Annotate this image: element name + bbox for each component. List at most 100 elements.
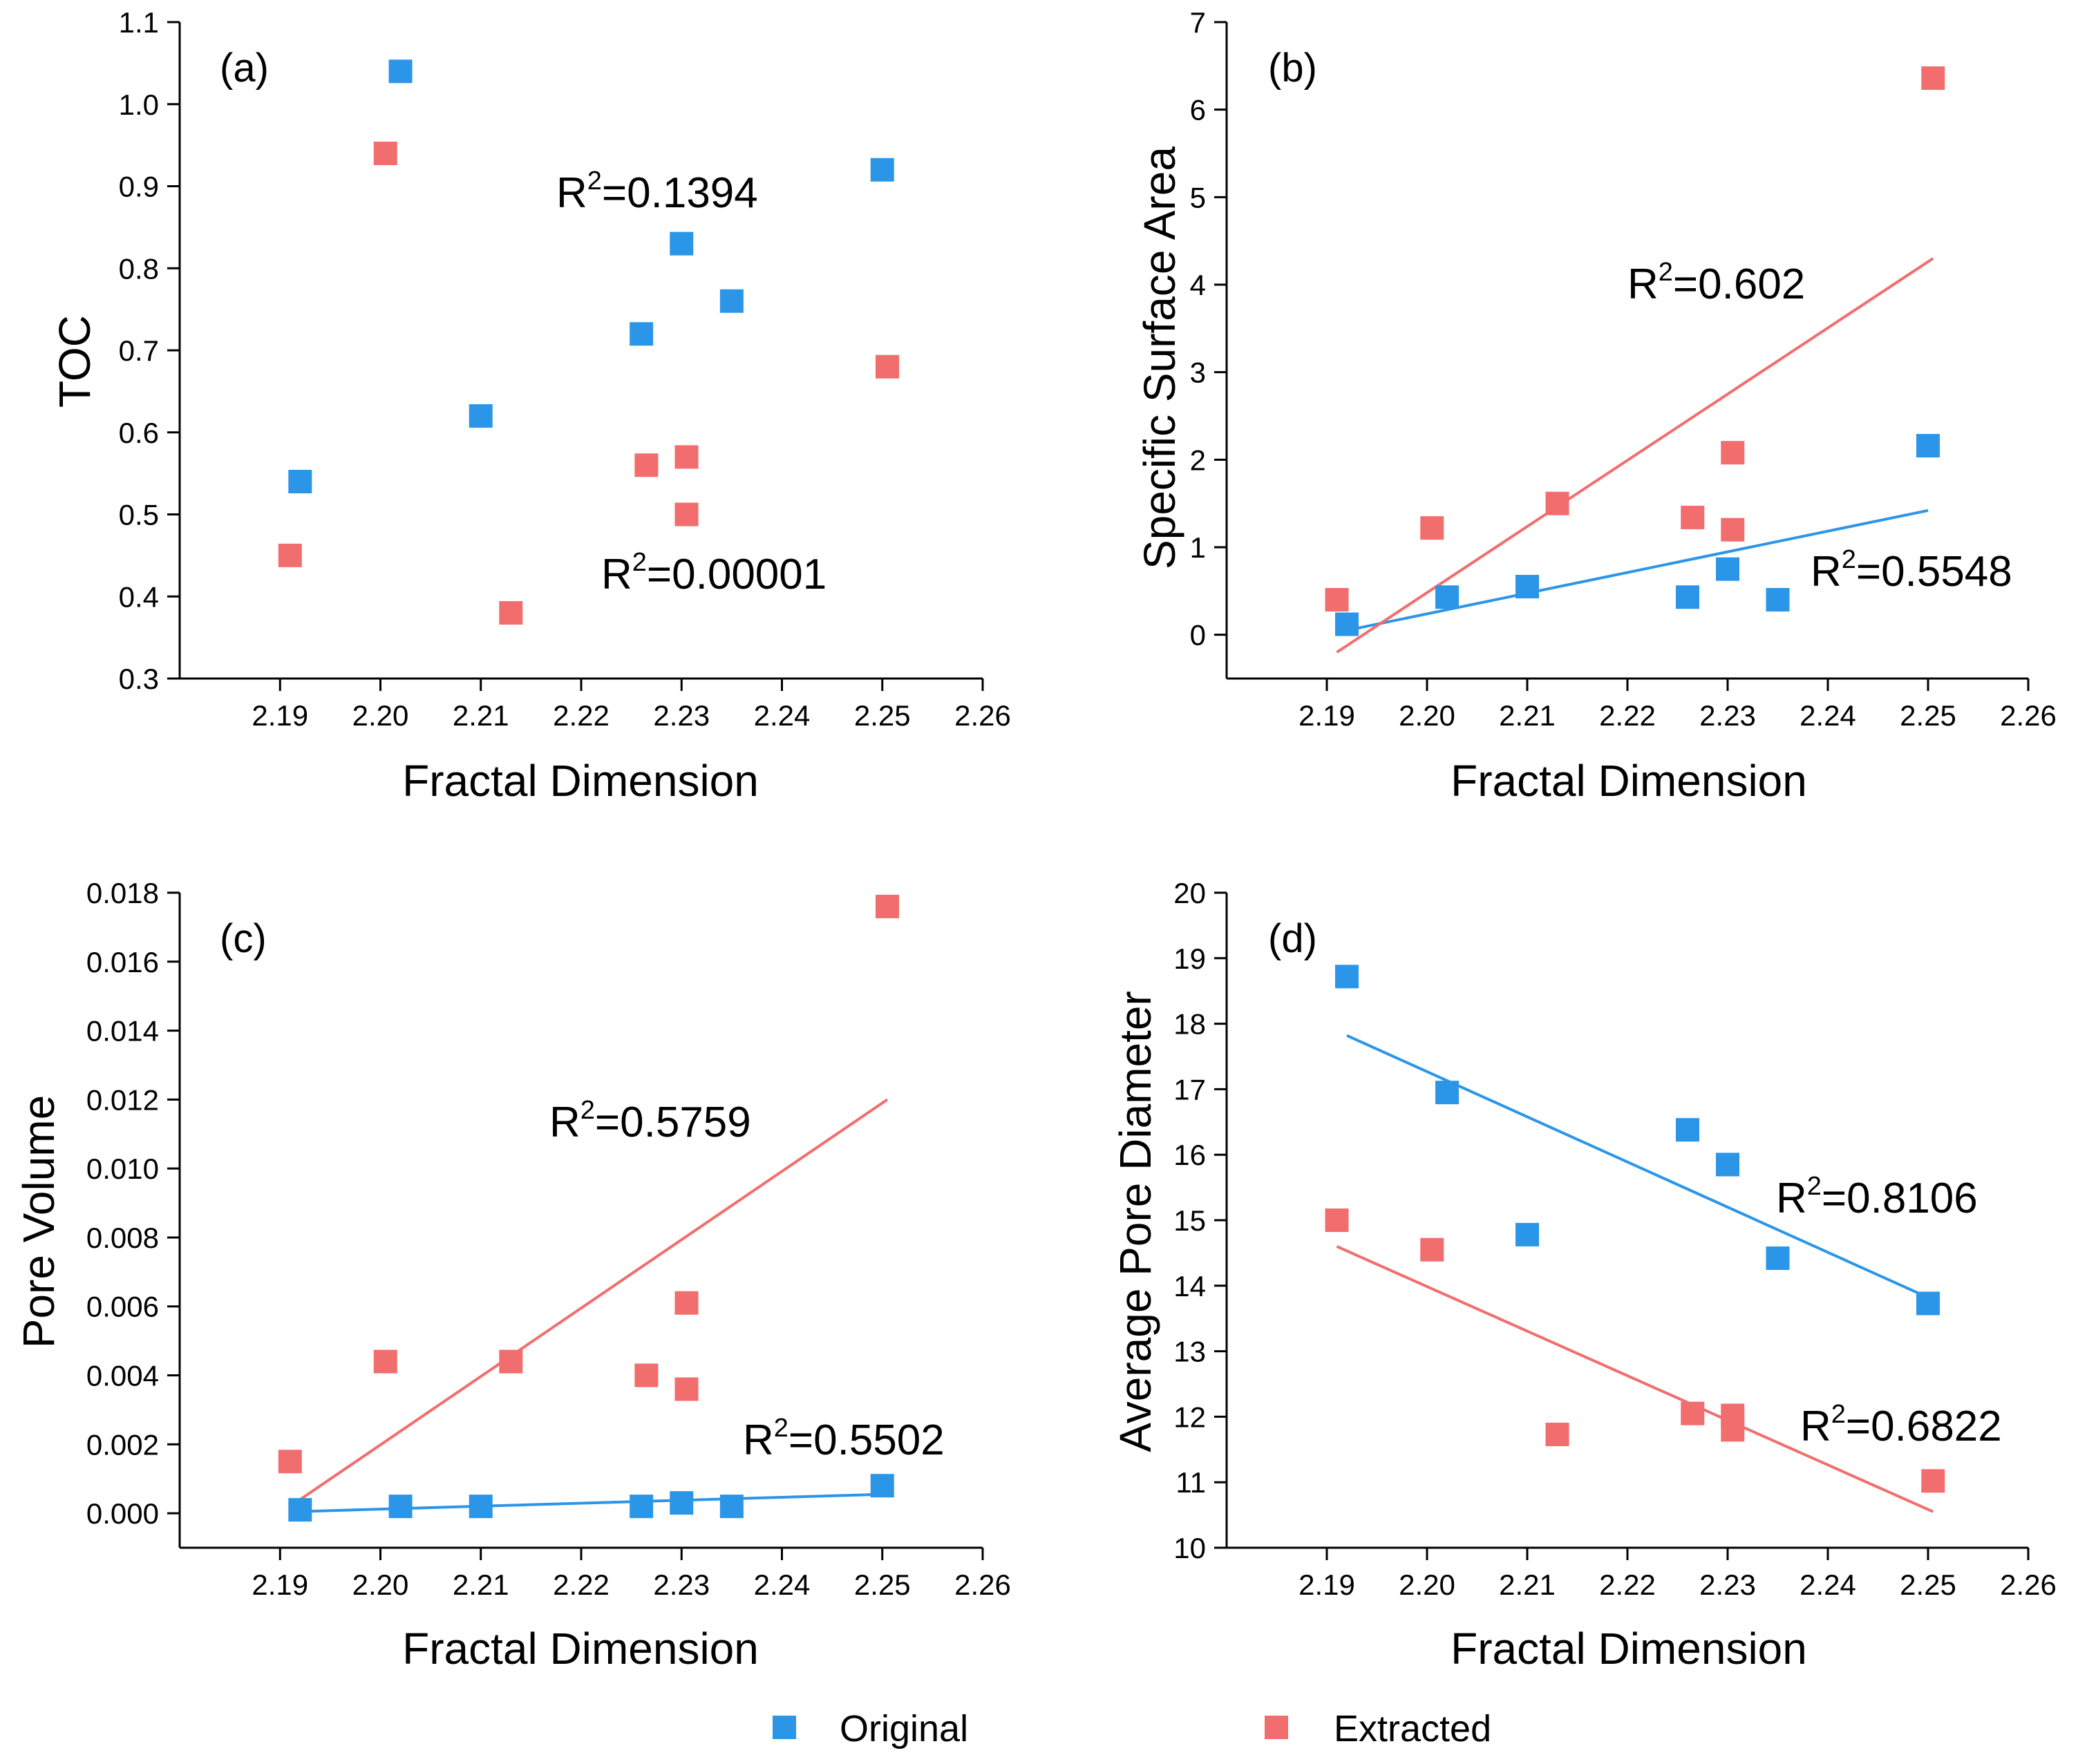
data-point-extracted xyxy=(1921,1469,1945,1493)
x-tick-label: 2.22 xyxy=(553,1568,610,1601)
r2-symbol: R xyxy=(1627,260,1659,308)
panel-a-label: (a) xyxy=(220,46,269,91)
data-point-original xyxy=(630,1495,654,1519)
data-point-extracted xyxy=(1545,1422,1569,1446)
panel-d-label: (d) xyxy=(1268,916,1317,961)
r2-symbol: R xyxy=(1800,1403,1831,1450)
data-point-extracted xyxy=(1325,588,1349,611)
y-tick-label: 17 xyxy=(1173,1073,1206,1106)
data-point-extracted xyxy=(1545,491,1569,515)
data-point-extracted xyxy=(634,1363,659,1387)
x-tick-label: 2.19 xyxy=(252,1568,308,1601)
panel-a: 2.19 2.20 2.21 2.22 2.23 2.24 2.25 2.26 0.3 0.4 0.… xyxy=(50,6,1011,806)
panel-b-r2-original: R2=0.5548 xyxy=(1811,545,2012,596)
x-tick-label: 2.24 xyxy=(1800,1568,1856,1601)
x-tick-label: 2.26 xyxy=(2000,1568,2057,1601)
r2-superscript: 2 xyxy=(580,1096,595,1125)
data-point-original xyxy=(870,1474,894,1498)
panel-a-r2-original: R2=0.1394 xyxy=(556,167,758,217)
x-tick-label: 2.26 xyxy=(2000,699,2057,732)
r2-symbol: R xyxy=(1811,548,1842,596)
fit-line-extracted xyxy=(289,1098,889,1508)
data-point-original xyxy=(1335,965,1359,989)
r2-superscript: 2 xyxy=(632,548,647,577)
y-tick-label: 0.8 xyxy=(119,252,159,285)
data-point-extracted xyxy=(674,1377,699,1401)
x-tick-label: 2.23 xyxy=(1699,699,1756,732)
panel-d: 2.19 2.20 2.21 2.22 2.23 2.24 2.25 2.26 10 11 12 13… xyxy=(1111,877,2057,1673)
r2-symbol: R xyxy=(549,1099,580,1146)
data-point-original xyxy=(1515,1222,1539,1246)
panel-b: 2.19 2.20 2.21 2.22 2.23 2.24 2.25 2.26 0 1 2 3 4 5 6 7… xyxy=(1135,6,2057,806)
x-tick-label: 2.19 xyxy=(1298,1568,1355,1601)
x-tick-label: 2.24 xyxy=(754,1568,811,1601)
data-point-original xyxy=(1716,1153,1739,1177)
data-point-original xyxy=(469,1495,493,1519)
data-point-extracted xyxy=(499,1349,523,1374)
y-tick-label: 0.014 xyxy=(86,1015,159,1047)
y-tick-label: 6 xyxy=(1190,94,1206,126)
panel-a-marks xyxy=(278,59,900,625)
y-tick-label: 14 xyxy=(1173,1270,1206,1302)
y-tick-label: 20 xyxy=(1173,877,1206,909)
panel-c-r2-extracted: R2=0.5759 xyxy=(549,1096,751,1146)
data-point-extracted xyxy=(876,354,900,379)
data-point-extracted xyxy=(674,502,699,527)
y-tick-label: 0.006 xyxy=(86,1291,159,1323)
data-point-original xyxy=(1766,1246,1790,1270)
panel-c: 2.19 2.20 2.21 2.22 2.23 2.24 2.25 2.26 0.000 0.0… xyxy=(14,877,1011,1673)
r2-value: =0.602 xyxy=(1673,260,1805,308)
x-tick-label: 2.23 xyxy=(653,1568,710,1601)
panel-b-r2-extracted: R2=0.602 xyxy=(1627,258,1805,308)
data-point-original xyxy=(388,1495,413,1519)
x-tick-label: 2.24 xyxy=(1800,699,1856,732)
x-tick-label: 2.20 xyxy=(352,699,409,732)
r2-superscript: 2 xyxy=(1842,545,1856,574)
x-tick-label: 2.21 xyxy=(453,699,509,732)
y-tick-label: 5 xyxy=(1190,181,1206,214)
panel-b-marks xyxy=(1325,66,1945,654)
y-tick-label: 3 xyxy=(1190,357,1206,389)
panel-b-label: (b) xyxy=(1268,46,1317,91)
y-tick-label: 0.5 xyxy=(119,499,159,531)
data-point-original xyxy=(1335,612,1359,636)
x-tick-label: 2.21 xyxy=(1499,1568,1556,1601)
data-point-original xyxy=(1716,557,1739,581)
x-tick-label: 2.23 xyxy=(1699,1568,1756,1601)
data-point-original xyxy=(1435,585,1459,609)
legend-label-extracted: Extracted xyxy=(1334,1708,1491,1749)
x-tick-label: 2.20 xyxy=(352,1568,409,1601)
y-tick-label: 0 xyxy=(1190,619,1206,652)
panel-c-marks xyxy=(278,894,900,1522)
y-tick-label: 0.9 xyxy=(119,171,159,203)
data-point-original xyxy=(1916,434,1940,458)
data-point-extracted xyxy=(1325,1208,1349,1232)
panel-c-label: (c) xyxy=(220,916,267,961)
x-tick-label: 2.25 xyxy=(1900,699,1956,732)
panel-a-axes: 2.19 2.20 2.21 2.22 2.23 2.24 2.25 2.26 0.3 0.4 0.… xyxy=(119,6,1011,732)
x-tick-label: 2.22 xyxy=(1599,699,1656,732)
data-point-original xyxy=(388,59,413,84)
y-tick-label: 10 xyxy=(1173,1532,1206,1564)
x-tick-label: 2.20 xyxy=(1399,1568,1455,1601)
data-point-extracted xyxy=(373,142,397,165)
y-tick-label: 0.010 xyxy=(86,1153,159,1185)
panel-c-xlabel: Fractal Dimension xyxy=(402,1624,759,1673)
panel-d-ylabel: Average Pore Diameter xyxy=(1111,991,1160,1452)
data-point-extracted xyxy=(634,453,659,477)
r2-superscript: 2 xyxy=(1659,258,1673,287)
x-tick-label: 2.26 xyxy=(954,699,1011,732)
panel-a-xlabel: Fractal Dimension xyxy=(402,756,759,806)
fit-line-extracted xyxy=(1336,257,1934,654)
data-point-extracted xyxy=(1721,441,1745,465)
data-point-original xyxy=(1916,1291,1940,1316)
y-tick-label: 0.000 xyxy=(86,1497,159,1530)
x-tick-label: 2.25 xyxy=(1900,1568,1956,1601)
legend-marker-original xyxy=(773,1716,796,1739)
y-tick-label: 1.0 xyxy=(119,88,159,121)
x-tick-label: 2.20 xyxy=(1399,699,1455,732)
y-tick-label: 4 xyxy=(1190,269,1206,301)
panel-c-axes: 2.19 2.20 2.21 2.22 2.23 2.24 2.25 2.26 0.000 0.0… xyxy=(86,877,1011,1601)
data-point-extracted xyxy=(674,445,699,469)
data-point-original xyxy=(719,289,744,313)
